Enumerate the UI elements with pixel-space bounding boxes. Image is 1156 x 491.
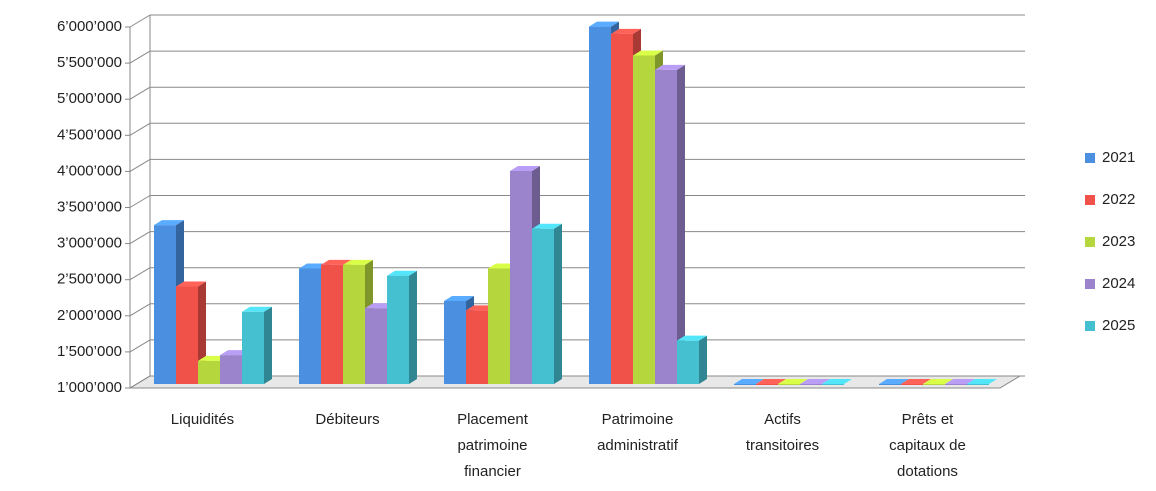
- grid-diagonal: [129, 14, 151, 28]
- y-tick-label: 4’000’000: [57, 162, 122, 179]
- bar: [945, 384, 967, 385]
- bar: [154, 225, 176, 384]
- legend-swatch: [1085, 279, 1095, 289]
- bar: [589, 26, 611, 385]
- bar-top: [633, 50, 663, 56]
- grid-diagonal: [129, 50, 151, 64]
- y-tick-label: 4’500’000: [57, 126, 122, 143]
- bar: [532, 228, 554, 384]
- bar: [734, 384, 756, 385]
- bar: [655, 69, 677, 385]
- bar: [510, 171, 532, 384]
- bar-side: [264, 306, 272, 384]
- y-tick-label: 6’000’000: [57, 18, 122, 35]
- legend-swatch: [1085, 237, 1095, 247]
- bar-top: [589, 21, 619, 27]
- bar-side: [699, 335, 707, 384]
- legend-label: 2023: [1102, 233, 1135, 250]
- bar-top: [321, 259, 351, 265]
- x-tick-label: Patrimoine administratif: [597, 411, 679, 454]
- legend-label: 2022: [1102, 191, 1135, 208]
- grid-diagonal: [129, 267, 151, 281]
- grid-diagonal: [129, 339, 151, 353]
- bar-side: [554, 223, 562, 384]
- bar: [176, 286, 198, 384]
- legend-label: 2021: [1102, 149, 1135, 166]
- bar-top: [967, 379, 997, 384]
- bar-top: [532, 223, 562, 229]
- bar-top: [387, 270, 417, 276]
- y-tick-label: 2’500’000: [57, 271, 122, 288]
- y-tick-label: 2’000’000: [57, 307, 122, 324]
- bar-top: [756, 379, 786, 384]
- x-tick-label: Actifs transitoires: [746, 411, 819, 454]
- grid-diagonal: [129, 158, 151, 172]
- x-tick-label: Débiteurs: [315, 411, 379, 428]
- legend-swatch: [1085, 195, 1095, 205]
- y-tick-label: 1’000’000: [57, 379, 122, 396]
- bar-top: [154, 220, 184, 226]
- bar: [242, 311, 264, 384]
- bar-top: [734, 379, 764, 384]
- x-tick-label: Placement patrimoine financier: [457, 411, 529, 480]
- bar: [756, 384, 778, 385]
- bar: [299, 268, 321, 384]
- bar-top: [945, 379, 975, 384]
- bar: [800, 384, 822, 385]
- grid-diagonal: [129, 122, 151, 136]
- grid-diagonal: [129, 375, 151, 389]
- bar: [611, 33, 633, 385]
- bar-top: [822, 379, 852, 384]
- bar: [879, 384, 901, 385]
- bar: [488, 268, 510, 384]
- bar: [198, 360, 220, 384]
- bar: [343, 264, 365, 384]
- grid-diagonal: [129, 86, 151, 100]
- grid-diagonal: [129, 195, 151, 208]
- y-tick-label: 3’500’000: [57, 198, 122, 215]
- y-tick-label: 5’000’000: [57, 90, 122, 107]
- bar-top: [611, 28, 641, 34]
- bar-top: [343, 259, 373, 265]
- bar-side: [677, 64, 685, 385]
- y-tick-label: 5’500’000: [57, 54, 122, 71]
- bar: [387, 275, 409, 384]
- bar-top: [655, 64, 685, 70]
- bar: [967, 384, 989, 385]
- bar-top: [879, 379, 909, 384]
- bar: [466, 310, 488, 384]
- legend-label: 2025: [1102, 317, 1135, 334]
- grid-diagonal: [129, 303, 151, 317]
- bar-top: [677, 335, 707, 341]
- bar: [365, 308, 387, 384]
- bar: [444, 300, 466, 384]
- bar-top: [510, 166, 540, 172]
- bar-top: [176, 281, 206, 287]
- bar: [677, 340, 699, 384]
- legend-swatch: [1085, 321, 1095, 331]
- bar: [220, 355, 242, 384]
- bar-top: [778, 379, 808, 384]
- bar: [633, 55, 655, 385]
- grid-diagonal: [129, 231, 151, 245]
- y-tick-label: 1’500’000: [57, 343, 122, 360]
- bar-side: [409, 270, 417, 384]
- bar: [321, 264, 343, 384]
- bar-top: [923, 379, 953, 384]
- bar: [822, 384, 844, 385]
- bar: [778, 384, 800, 385]
- bar: [901, 384, 923, 385]
- y-tick-label: 3’000’000: [57, 235, 122, 252]
- bar-top: [444, 295, 474, 301]
- bar-top: [901, 379, 931, 384]
- legend-swatch: [1085, 153, 1095, 163]
- bar-top: [242, 306, 272, 312]
- legend-label: 2024: [1102, 275, 1135, 292]
- bar: [923, 384, 945, 385]
- bar-top: [800, 379, 830, 384]
- x-tick-label: Liquidités: [171, 411, 234, 428]
- x-tick-label: Prêts et capitaux de dotations: [889, 411, 966, 480]
